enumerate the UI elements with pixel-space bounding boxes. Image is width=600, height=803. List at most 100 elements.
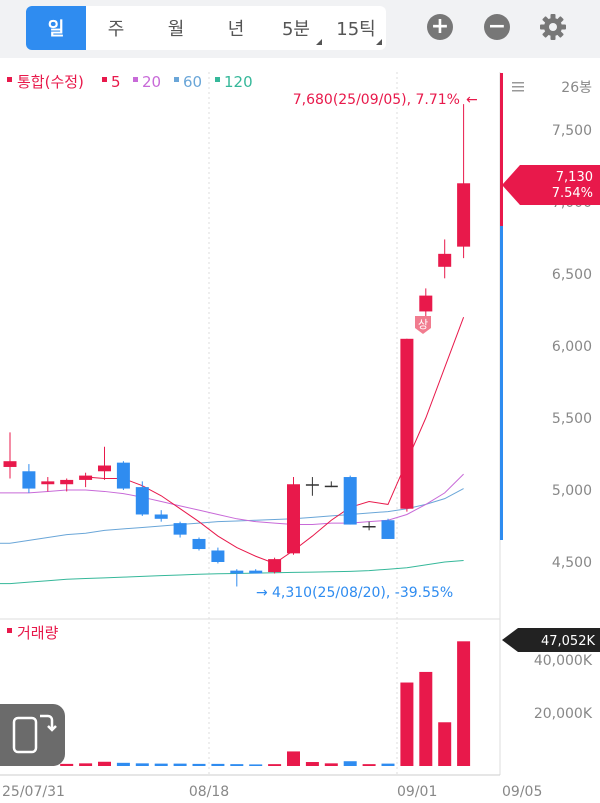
max-price-annotation: 7,680(25/09/05), 7.71% xyxy=(293,92,460,108)
candle-body-13 xyxy=(249,570,263,574)
period-tab-4[interactable]: 5분 xyxy=(266,6,326,50)
volume-bar-22 xyxy=(419,671,433,766)
x-label-0: 25/07/31 xyxy=(2,784,65,800)
legend-ma-marker-3 xyxy=(215,77,220,82)
price-tick-6: 4,500 xyxy=(552,555,592,571)
candle-body-4 xyxy=(79,475,93,480)
volume-bar-11 xyxy=(211,763,225,766)
volume-bar-23 xyxy=(438,722,452,766)
x-label-3: 09/05 xyxy=(502,784,542,800)
gear-icon[interactable] xyxy=(538,12,568,42)
volume-tick-1: 20,000K xyxy=(534,706,593,722)
price-range-bar-down xyxy=(500,226,503,540)
hamburger-icon[interactable] xyxy=(512,82,524,92)
price-range-bar-up xyxy=(500,73,503,259)
zoom-in-button[interactable]: + xyxy=(427,14,453,40)
candle-body-9 xyxy=(173,523,187,535)
period-tab-2[interactable]: 월 xyxy=(167,19,185,40)
chart-toolbar: 일 주 월 년 5분 15틱 + − xyxy=(0,0,600,58)
candle-body-14 xyxy=(268,559,282,573)
volume-bar-12 xyxy=(230,764,244,766)
volume-legend: 거래량 xyxy=(7,624,59,642)
price-tick-0: 7,500 xyxy=(552,123,592,139)
volume-bar-14 xyxy=(268,764,282,766)
volume-bar-15 xyxy=(287,751,300,766)
plus-circle-icon: + xyxy=(430,14,450,39)
right-arrow-icon: → xyxy=(256,585,268,601)
legend-ma-marker-2 xyxy=(174,77,179,82)
volume-legend-title: 거래량 xyxy=(17,624,59,642)
rotate-screen-button[interactable] xyxy=(0,704,65,766)
volume-bar-21 xyxy=(400,682,414,766)
candle-body-1 xyxy=(22,471,36,489)
volume-bar-5 xyxy=(98,761,111,766)
current-volume-tag: 47,052K xyxy=(502,628,600,652)
candles xyxy=(3,104,471,587)
min-price-annotation: 4,310(25/08/20), -39.55% xyxy=(272,585,453,601)
legend-ma-label-0: 5 xyxy=(111,73,121,91)
price-tick-4: 5,500 xyxy=(552,411,592,427)
volume-bar-9 xyxy=(173,763,187,766)
candle-body-5 xyxy=(98,465,111,472)
candle-body-10 xyxy=(192,538,206,550)
legend-ma-marker-1 xyxy=(133,77,138,82)
candle-body-2 xyxy=(41,481,55,485)
volume-bar-4 xyxy=(79,763,93,766)
moving-averages xyxy=(0,317,465,585)
volume-bar-16 xyxy=(305,762,319,766)
candle-body-18 xyxy=(343,477,357,525)
candle-body-11 xyxy=(211,550,225,562)
volume-bar-18 xyxy=(343,761,357,766)
legend-ma-label-1: 20 xyxy=(142,73,161,91)
price-tick-3: 6,000 xyxy=(552,339,592,355)
period-selector: 일 주 월 년 5분 15틱 xyxy=(26,6,386,50)
limit-up-badge: 상 xyxy=(415,316,431,334)
minus-circle-icon: − xyxy=(487,14,507,39)
candle-body-17 xyxy=(324,485,338,488)
candle-body-20 xyxy=(381,520,395,539)
current-change: 7.54% xyxy=(552,186,593,201)
candle-body-6 xyxy=(116,462,130,489)
volume-bar-10 xyxy=(192,763,206,766)
day-count: 26봉 xyxy=(561,80,592,96)
volume-bar-24 xyxy=(457,641,471,766)
svg-text:상: 상 xyxy=(418,318,428,331)
volume-bar-20 xyxy=(381,763,395,766)
period-tab-5[interactable]: 15틱 xyxy=(326,6,386,50)
period-tab-1[interactable]: 주 xyxy=(107,19,125,40)
period-tab-3[interactable]: 년 xyxy=(227,19,245,40)
candle-body-22 xyxy=(419,295,433,312)
candle-body-8 xyxy=(154,514,168,519)
ma60-line xyxy=(9,488,464,544)
volume-bar-3 xyxy=(60,763,74,766)
price-tick-5: 5,000 xyxy=(552,483,592,499)
legend-ma-marker-0 xyxy=(102,77,107,82)
legend-ma-label-2: 60 xyxy=(183,73,202,91)
price-legend: 통합(수정) 5 20 60 120 xyxy=(7,73,253,91)
legend-ma-label-3: 120 xyxy=(224,73,253,91)
volume-bars xyxy=(3,641,471,766)
candle-body-23 xyxy=(438,253,452,267)
candle-body-0 xyxy=(3,461,17,467)
ma20-line xyxy=(10,473,464,526)
zoom-out-button[interactable]: − xyxy=(484,14,510,40)
legend-title: 통합(수정) xyxy=(17,73,84,91)
candle-body-24 xyxy=(457,183,471,247)
candle-body-21 xyxy=(400,338,414,509)
x-axis: 25/07/31 08/18 09/01 09/05 xyxy=(2,784,542,800)
price-tick-2: 6,500 xyxy=(552,267,592,283)
candle-body-16 xyxy=(305,484,319,486)
volume-bar-17 xyxy=(324,763,338,766)
period-tab-0[interactable]: 일 xyxy=(26,6,86,50)
current-price: 7,130 xyxy=(556,170,593,185)
volume-axis: 40,000K 20,000K xyxy=(534,653,593,722)
chart-grid xyxy=(0,72,501,776)
left-arrow-icon: ← xyxy=(466,92,478,108)
volume-bar-6 xyxy=(116,762,130,766)
volume-bar-8 xyxy=(154,763,168,766)
candle-body-19 xyxy=(362,526,376,528)
volume-bar-7 xyxy=(135,763,149,766)
candle-body-7 xyxy=(135,487,149,515)
rotate-icon xyxy=(12,714,57,754)
